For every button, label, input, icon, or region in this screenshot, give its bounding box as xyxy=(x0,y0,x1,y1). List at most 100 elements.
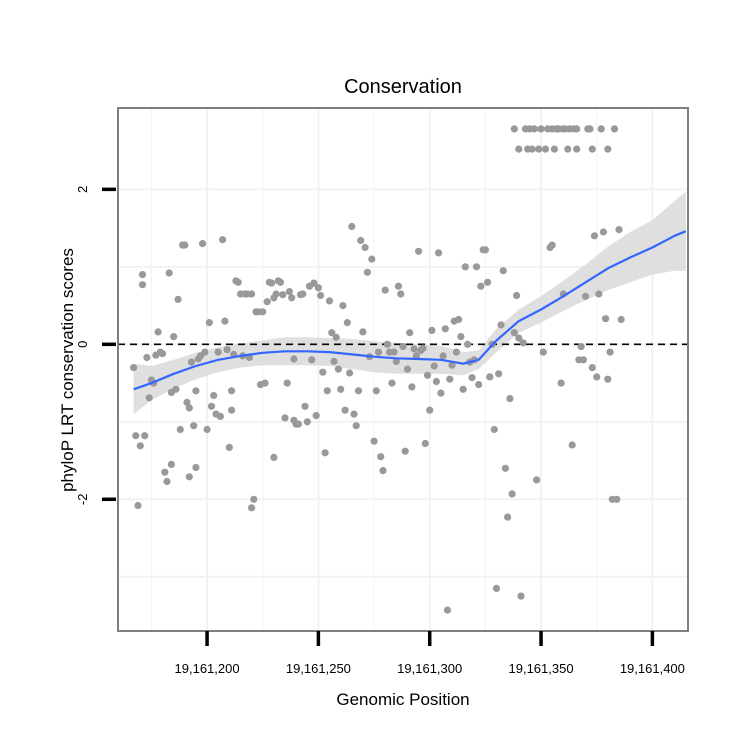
data-point xyxy=(588,364,596,372)
data-point xyxy=(141,432,149,440)
data-point xyxy=(548,241,556,249)
x-tick-label: 19,161,250 xyxy=(286,661,351,676)
data-point xyxy=(268,279,276,287)
data-point xyxy=(341,406,349,414)
data-point xyxy=(448,361,456,369)
data-point xyxy=(192,387,200,395)
data-point xyxy=(132,432,140,440)
data-point xyxy=(161,468,169,476)
data-point xyxy=(399,343,407,351)
data-point xyxy=(599,228,608,236)
data-point xyxy=(481,246,489,254)
data-point xyxy=(421,439,429,448)
data-point xyxy=(363,268,371,276)
data-point xyxy=(610,125,619,133)
data-point xyxy=(221,317,229,325)
data-point xyxy=(170,333,178,341)
loess-smooth-line xyxy=(133,230,687,391)
data-point xyxy=(143,353,151,362)
data-point xyxy=(370,437,378,445)
data-point xyxy=(443,606,452,614)
data-point xyxy=(343,319,351,327)
data-point xyxy=(432,377,440,386)
data-point xyxy=(517,592,525,600)
data-point xyxy=(377,453,385,461)
data-point xyxy=(294,420,302,428)
data-point xyxy=(582,292,590,300)
y-tick-label: -2 xyxy=(75,494,90,506)
data-point xyxy=(285,288,293,296)
data-point xyxy=(459,385,467,393)
y-tick-label: 0 xyxy=(75,341,90,348)
grid-layer xyxy=(118,108,688,631)
data-point xyxy=(183,398,191,406)
data-point xyxy=(394,282,403,290)
data-point xyxy=(579,356,588,364)
data-point xyxy=(539,348,547,356)
data-point xyxy=(145,394,153,402)
data-point xyxy=(154,328,162,336)
x-tick-label: 19,161,350 xyxy=(509,661,574,676)
data-point xyxy=(573,125,581,133)
data-point xyxy=(185,404,193,412)
data-point xyxy=(312,412,320,420)
data-point xyxy=(138,281,147,289)
data-point xyxy=(588,145,596,153)
data-point xyxy=(615,226,623,234)
data-point xyxy=(452,348,460,356)
data-point xyxy=(303,418,311,426)
data-point xyxy=(472,263,481,271)
data-point xyxy=(310,279,318,287)
data-point xyxy=(492,584,501,593)
data-point xyxy=(548,125,556,133)
data-point xyxy=(595,290,603,298)
data-point xyxy=(339,302,347,310)
data-point xyxy=(372,387,380,395)
data-point xyxy=(281,414,289,422)
data-point xyxy=(497,321,505,329)
points-layer xyxy=(130,125,625,614)
data-point xyxy=(533,476,541,484)
data-point xyxy=(185,473,193,481)
data-point xyxy=(163,477,171,486)
data-point xyxy=(430,362,438,370)
data-point xyxy=(210,391,218,400)
data-point xyxy=(593,373,601,381)
data-point xyxy=(423,371,432,379)
data-point xyxy=(577,343,585,351)
data-point xyxy=(368,255,376,263)
data-point xyxy=(270,453,278,461)
data-point xyxy=(426,406,434,414)
data-point xyxy=(138,271,147,279)
data-point xyxy=(192,463,200,472)
y-axis-label: phyloP LRT conservation scores xyxy=(58,248,77,492)
ribbon-layer xyxy=(133,191,686,415)
data-point xyxy=(508,490,516,498)
data-point xyxy=(134,501,142,510)
data-point xyxy=(435,249,443,257)
x-axis: 19,161,200 19,161,250 19,161,300 19,161,350… xyxy=(175,631,685,676)
data-point xyxy=(317,291,325,300)
chart-title: Conservation xyxy=(344,76,462,98)
data-point xyxy=(559,125,567,133)
data-point xyxy=(412,352,420,360)
data-point xyxy=(158,350,167,358)
data-point xyxy=(248,290,256,298)
data-point xyxy=(328,329,336,337)
data-point xyxy=(354,387,363,395)
data-point xyxy=(314,284,322,292)
data-point xyxy=(468,374,476,382)
data-point xyxy=(228,387,236,395)
data-point xyxy=(225,443,233,451)
data-point xyxy=(457,333,465,341)
data-point xyxy=(550,145,559,153)
data-point xyxy=(299,290,307,298)
data-point xyxy=(288,294,296,302)
data-point xyxy=(410,345,418,353)
data-point xyxy=(455,315,463,324)
data-point xyxy=(446,375,454,383)
data-point xyxy=(130,364,138,372)
data-point xyxy=(136,442,144,450)
data-point xyxy=(541,145,550,153)
